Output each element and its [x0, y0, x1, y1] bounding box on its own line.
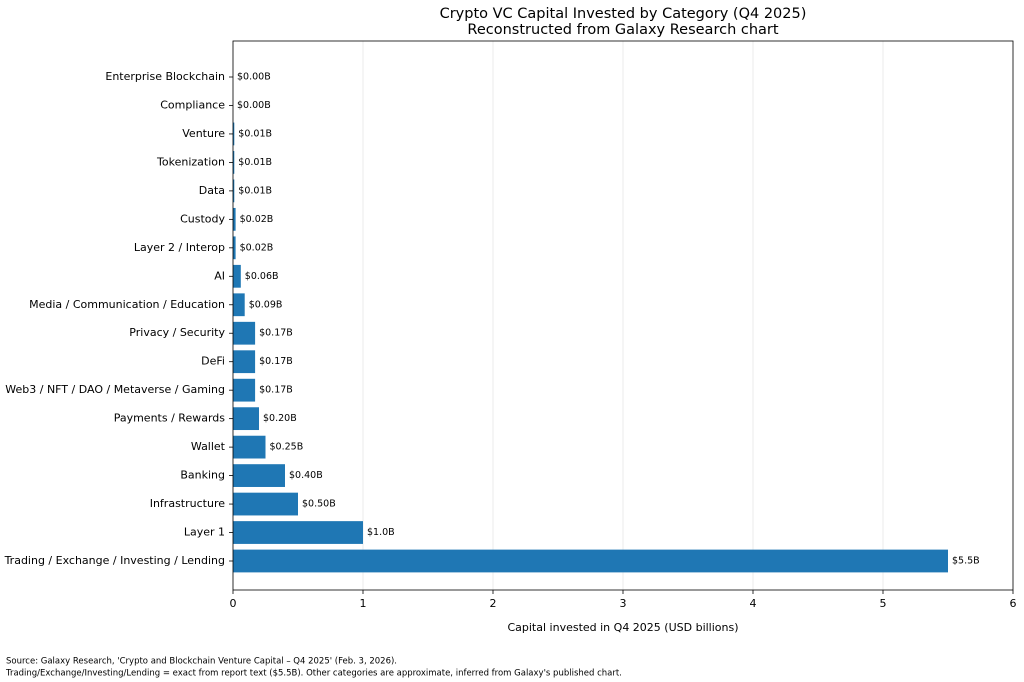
bar	[233, 151, 235, 174]
y-tick-label: Media / Communication / Education	[29, 298, 225, 311]
value-label: $0.17B	[259, 356, 293, 367]
value-label: $0.06B	[245, 271, 279, 282]
value-label: $0.01B	[238, 128, 272, 139]
x-tick-label: 0	[230, 597, 237, 610]
value-label: $5.5B	[952, 556, 980, 567]
bar	[233, 264, 241, 288]
y-tick-label: Layer 1	[184, 526, 225, 539]
x-tick-label: 1	[360, 597, 367, 610]
y-tick-label: DeFi	[201, 355, 225, 368]
value-label: $0.17B	[259, 328, 293, 339]
y-tick-label: Custody	[180, 212, 225, 225]
value-label: $0.00B	[237, 100, 271, 111]
y-tick-label: Privacy / Security	[129, 326, 225, 339]
bar	[233, 378, 256, 402]
x-tick-label: 6	[1010, 597, 1017, 610]
y-tick-label: AI	[214, 269, 225, 282]
note: Source: Galaxy Research, 'Crypto and Blo…	[6, 657, 397, 667]
x-tick-label: 4	[750, 597, 757, 610]
y-tick-label: Layer 2 / Interop	[134, 241, 225, 254]
bar	[233, 492, 298, 516]
y-tick-label: Trading / Exchange / Investing / Lending	[4, 554, 225, 567]
value-label: $0.20B	[263, 413, 297, 424]
y-tick-label: Infrastructure	[150, 497, 226, 510]
x-tick-label: 5	[880, 597, 887, 610]
bar	[233, 207, 236, 231]
value-label: $0.17B	[259, 385, 293, 396]
bar	[233, 236, 236, 260]
value-label: $0.02B	[240, 242, 274, 253]
x-axis-label: Capital invested in Q4 2025 (USD billion…	[507, 621, 738, 634]
bar	[233, 521, 363, 544]
y-tick-label: Payments / Rewards	[114, 412, 226, 425]
y-tick-label: Wallet	[191, 440, 226, 453]
bar	[233, 435, 266, 459]
value-label: $0.25B	[270, 442, 304, 453]
y-tick-label: Web3 / NFT / DAO / Metaverse / Gaming	[5, 383, 225, 396]
chart-subtitle: Reconstructed from Galaxy Research chart	[467, 22, 778, 38]
bar	[233, 549, 948, 573]
value-label: $0.01B	[238, 185, 272, 196]
y-tick-label: Banking	[180, 469, 225, 482]
value-label: $0.09B	[249, 299, 283, 310]
y-tick-label: Enterprise Blockchain	[105, 70, 225, 83]
bar	[233, 179, 235, 203]
plot-frame	[232, 40, 1014, 591]
x-tick-label: 3	[620, 597, 627, 610]
value-label: $0.00B	[237, 72, 271, 83]
bar	[233, 350, 256, 374]
y-tick-label: Tokenization	[156, 155, 225, 168]
y-tick-label: Venture	[182, 127, 225, 140]
y-tick-label: Data	[199, 184, 225, 197]
bar	[233, 122, 235, 146]
y-tick-label: Compliance	[160, 98, 225, 111]
value-label: $0.50B	[302, 499, 336, 510]
value-label: $0.01B	[238, 157, 272, 168]
note: Trading/Exchange/Investing/Lending = exa…	[5, 669, 622, 679]
bar	[233, 464, 285, 487]
bar	[233, 407, 259, 431]
value-label: $0.02B	[240, 214, 274, 225]
value-label: $1.0B	[367, 527, 395, 538]
bar	[233, 321, 256, 345]
chart-title: Crypto VC Capital Invested by Category (…	[440, 6, 807, 22]
value-label: $0.40B	[289, 470, 323, 481]
x-tick-label: 2	[490, 597, 497, 610]
bar	[233, 293, 245, 317]
